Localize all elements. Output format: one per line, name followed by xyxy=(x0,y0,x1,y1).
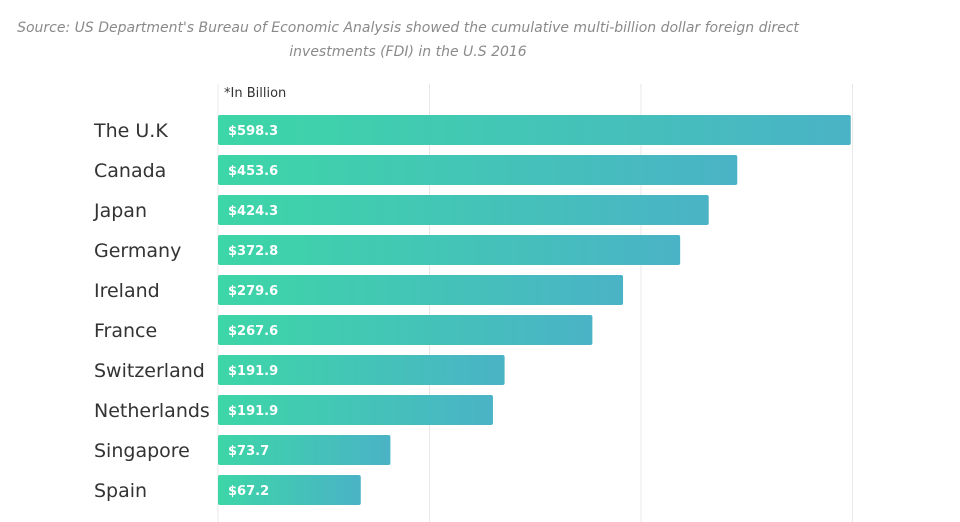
value-label: $267.6 xyxy=(228,324,278,339)
bar-singapore[interactable] xyxy=(218,435,391,465)
category-label: Singapore xyxy=(94,440,190,462)
bar-france[interactable] xyxy=(218,315,593,345)
category-labels: The U.K Canada Japan Germany Ireland France Sw… xyxy=(93,120,210,502)
category-label: Spain xyxy=(94,480,147,502)
bar-the-u-k[interactable] xyxy=(218,115,851,145)
value-label: $453.6 xyxy=(228,164,278,179)
value-label: $191.9 xyxy=(228,364,278,379)
value-label: $73.7 xyxy=(228,444,269,459)
value-label: $424.3 xyxy=(228,204,278,219)
bar-netherlands[interactable] xyxy=(218,395,493,425)
value-label: $191.9 xyxy=(228,404,278,419)
bar-ireland[interactable] xyxy=(218,275,624,305)
category-label: France xyxy=(94,320,157,342)
category-label: Germany xyxy=(94,240,181,262)
category-label: Canada xyxy=(94,160,166,182)
bar-spain[interactable] xyxy=(218,475,361,505)
bar-switzerland[interactable] xyxy=(218,355,505,385)
category-label: The U.K xyxy=(93,120,168,142)
category-label: Ireland xyxy=(94,280,160,302)
category-label: Netherlands xyxy=(94,400,210,422)
bar-japan[interactable] xyxy=(218,195,709,225)
bar-germany[interactable] xyxy=(218,235,681,265)
bar-canada[interactable] xyxy=(218,155,738,185)
chart-source-title: Source: US Department's Bureau of Econom… xyxy=(17,20,799,60)
bars: $598.3 $453.6 $424.3 $372.8 $279.6 $267.6 $191… xyxy=(218,115,851,505)
value-label: $67.2 xyxy=(228,484,269,499)
value-label: $598.3 xyxy=(228,124,278,139)
value-label: $279.6 xyxy=(228,284,278,299)
category-label: Switzerland xyxy=(94,360,205,382)
value-label: $372.8 xyxy=(228,244,278,259)
category-label: Japan xyxy=(93,200,147,222)
unit-note: *In Billion xyxy=(224,86,287,101)
